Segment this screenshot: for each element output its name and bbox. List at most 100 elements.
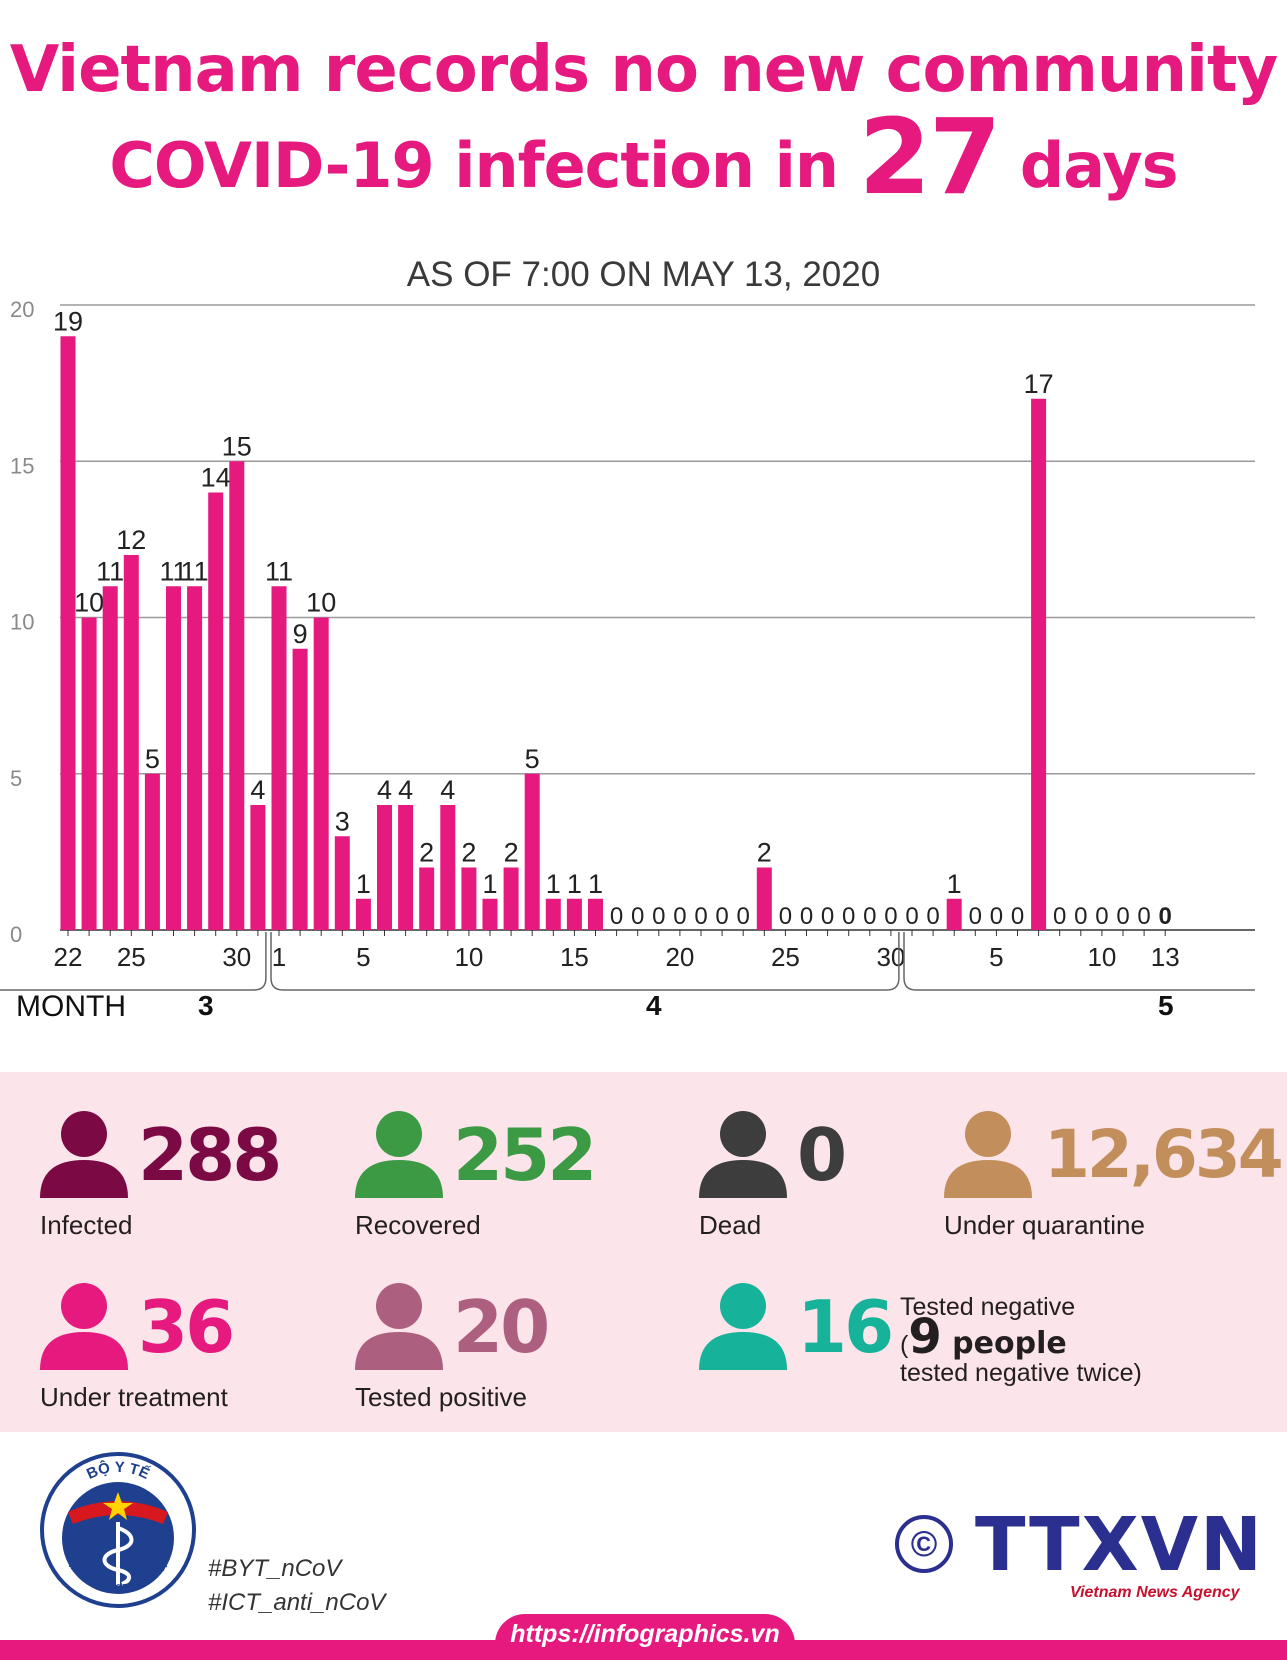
- website-link[interactable]: https://infographics.vn: [510, 1620, 780, 1648]
- data-label: 0: [694, 903, 707, 930]
- y-tick-label: 10: [10, 610, 34, 635]
- data-label: 5: [145, 744, 160, 774]
- month-3-label: 3: [198, 990, 214, 1021]
- data-label: 0: [821, 903, 834, 930]
- bar: [482, 898, 498, 930]
- data-label: 2: [504, 838, 519, 868]
- data-label: 2: [757, 838, 772, 868]
- ttxvn-logo: TTXVN: [975, 1502, 1264, 1588]
- treatment-label: Under treatment: [40, 1382, 228, 1412]
- bar: [355, 898, 371, 930]
- bottom-bar: [0, 1640, 1287, 1660]
- data-label: 11: [265, 556, 293, 586]
- copyright-icon: ©: [895, 1515, 953, 1573]
- bar: [144, 773, 160, 930]
- data-label: 0: [969, 903, 982, 930]
- infected-count: 288: [138, 1113, 282, 1197]
- x-axis-label: MONTH: [16, 990, 126, 1023]
- x-tick-label: 1: [272, 942, 286, 972]
- x-tick-label: 15: [560, 942, 589, 972]
- x-tick-label: 5: [356, 942, 370, 972]
- data-label: 3: [335, 806, 350, 836]
- data-label: 0: [905, 903, 918, 930]
- treatment-count: 36: [138, 1285, 235, 1369]
- quarantine-label: Under quarantine: [944, 1210, 1145, 1240]
- x-tick-label: 20: [665, 942, 694, 972]
- data-label: 0: [610, 903, 623, 930]
- bar: [1031, 398, 1047, 930]
- bar: [398, 805, 414, 930]
- data-label: 4: [250, 775, 265, 805]
- y-tick-label: 0: [10, 922, 22, 947]
- x-tick-label: 25: [117, 942, 146, 972]
- title-prefix: COVID-19 infection in: [109, 129, 839, 202]
- data-label: 2: [461, 838, 476, 868]
- bar: [102, 586, 118, 930]
- recovered-count: 252: [453, 1113, 597, 1197]
- x-tick-label: 22: [54, 942, 83, 972]
- dead-count: 0: [797, 1113, 847, 1197]
- person-icon: [699, 1283, 787, 1370]
- bar: [503, 867, 519, 930]
- data-label: 0: [1137, 903, 1150, 930]
- y-tick-label: 5: [10, 766, 22, 791]
- data-label: 0: [1011, 903, 1024, 930]
- bar: [229, 461, 245, 930]
- person-icon: [355, 1283, 443, 1370]
- month-bracket: [0, 932, 267, 991]
- x-tick-label: 5: [989, 942, 1003, 972]
- title-suffix: days: [1019, 129, 1179, 202]
- bar: [377, 805, 392, 930]
- data-label: 11: [159, 556, 187, 586]
- data-label: 0: [863, 903, 876, 930]
- bar: [566, 898, 582, 930]
- tested-negative-note: Tested negative (9 people tested negativ…: [900, 1290, 1142, 1390]
- month-bracket: [903, 932, 1255, 991]
- person-icon: [699, 1111, 787, 1198]
- paren-open: (: [900, 1331, 909, 1359]
- bar: [440, 805, 456, 930]
- bar: [208, 492, 224, 930]
- recovered-label: Recovered: [355, 1210, 481, 1240]
- data-label: 4: [377, 775, 392, 805]
- ministry-of-health-logo: BỘ Y TẾ MINISTRY OF HEALTH: [40, 1452, 196, 1608]
- data-label: 1: [567, 869, 582, 899]
- y-tick-label: 20: [10, 297, 34, 322]
- data-label: 0: [1095, 903, 1108, 930]
- bar: [187, 586, 203, 930]
- data-label: 12: [116, 525, 146, 555]
- chart-subtitle: AS OF 7:00 ON MAY 13, 2020: [406, 255, 881, 294]
- data-label: 0: [652, 903, 665, 930]
- bar: [313, 617, 329, 930]
- month-5-label: 5: [1158, 990, 1174, 1021]
- title-days-count: 27: [858, 96, 1002, 218]
- negative-twice-count: 9: [908, 1309, 942, 1365]
- data-label: 17: [1024, 369, 1054, 399]
- bar: [524, 773, 540, 930]
- month-4-label: 4: [646, 990, 662, 1021]
- bar: [419, 867, 435, 930]
- bar: [334, 836, 350, 930]
- bar: [461, 867, 477, 930]
- data-label: 10: [74, 588, 104, 618]
- dead-label: Dead: [699, 1210, 762, 1240]
- data-label: 1: [947, 869, 962, 899]
- infected-label: Infected: [40, 1210, 133, 1240]
- hashtags: #BYT_nCoV #ICT_anti_nCoV: [208, 1552, 385, 1620]
- quarantine-count: 12,634: [1044, 1116, 1284, 1193]
- hashtag-byt[interactable]: #BYT_nCoV: [208, 1555, 342, 1582]
- data-label: 0: [715, 903, 728, 930]
- data-label: 0: [1074, 903, 1087, 930]
- data-label: 10: [306, 588, 336, 618]
- hashtag-ict[interactable]: #ICT_anti_nCoV: [208, 1589, 386, 1616]
- agency-name: Vietnam News Agency: [1070, 1584, 1240, 1601]
- tested-negative-count: 16: [797, 1285, 894, 1369]
- data-label: 19: [53, 306, 83, 336]
- data-label: 11: [96, 556, 124, 586]
- data-label: 0: [926, 903, 939, 930]
- tested-positive-label: Tested positive: [355, 1382, 527, 1412]
- negative-twice-note: tested negative twice): [900, 1359, 1142, 1387]
- data-label: 0: [800, 903, 813, 930]
- data-label: 14: [201, 463, 231, 493]
- title-line-2: COVID-19 infection in 27 days: [0, 105, 1287, 211]
